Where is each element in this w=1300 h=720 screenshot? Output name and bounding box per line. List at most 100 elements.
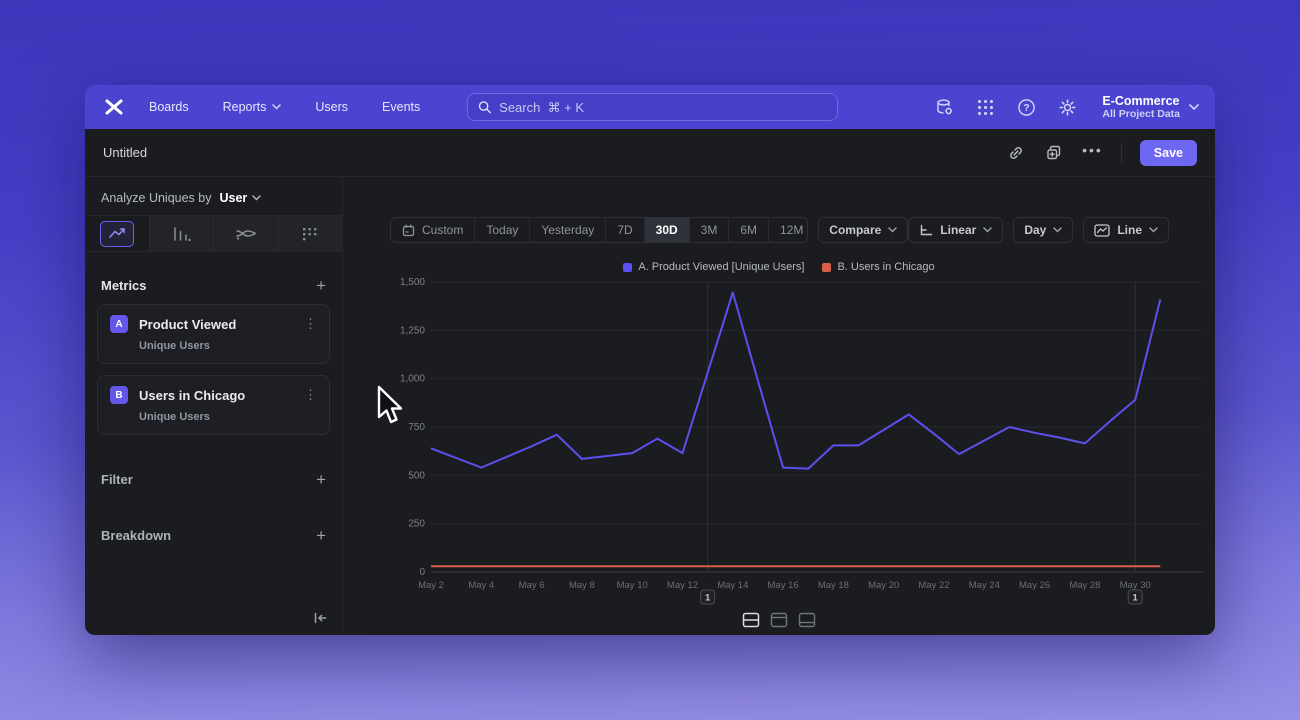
- metric-menu-icon[interactable]: ⋮: [304, 316, 317, 331]
- copy-link-icon[interactable]: [1006, 143, 1026, 163]
- save-button[interactable]: Save: [1139, 139, 1197, 166]
- svg-text:May 24: May 24: [969, 580, 1000, 591]
- nav-item-events[interactable]: Events: [382, 100, 420, 114]
- legend-label: A. Product Viewed [Unique Users]: [638, 261, 805, 273]
- chevron-down-icon: [1053, 227, 1063, 233]
- filter-header-label: Filter: [101, 472, 133, 487]
- legend-swatch: [822, 262, 832, 272]
- query-builder-sidebar: Analyze Uniques by User: [85, 177, 343, 634]
- svg-text:750: 750: [408, 422, 425, 433]
- range-custom[interactable]: Custom: [391, 218, 476, 242]
- metric-menu-icon[interactable]: ⋮: [304, 387, 317, 402]
- range-today[interactable]: Today: [475, 218, 531, 242]
- chart-type-dropdown[interactable]: Line: [1083, 217, 1169, 243]
- visualization-tabs: [85, 215, 342, 252]
- breakdown-section-header: Breakdown +: [85, 525, 342, 545]
- svg-text:1,000: 1,000: [400, 374, 425, 385]
- add-filter-button[interactable]: +: [316, 469, 326, 489]
- legend-swatch: [623, 262, 633, 272]
- mixpanel-logo-icon[interactable]: [101, 94, 127, 120]
- global-search[interactable]: [467, 93, 838, 121]
- svg-text:May 8: May 8: [569, 580, 595, 591]
- collapse-sidebar-icon[interactable]: [312, 611, 328, 625]
- granularity-dropdown[interactable]: Day: [1013, 217, 1074, 243]
- nav-item-reports[interactable]: Reports: [223, 100, 282, 114]
- svg-text:May 30: May 30: [1120, 580, 1151, 591]
- metric-card-b[interactable]: B Users in Chicago ⋮ Unique Users: [97, 375, 330, 435]
- metrics-header-label: Metrics: [101, 278, 147, 293]
- chevron-down-icon: [983, 227, 993, 233]
- nav-item-reports-label: Reports: [222, 100, 267, 114]
- chevron-down-icon: [1149, 227, 1158, 233]
- data-management-icon[interactable]: [934, 97, 954, 117]
- metric-name-b: Users in Chicago: [139, 387, 246, 403]
- viz-tab-bar-chart[interactable]: [150, 216, 214, 251]
- project-switcher[interactable]: E-Commerce All Project Data: [1102, 94, 1199, 120]
- range-7d[interactable]: 7D: [606, 218, 645, 242]
- range-6m[interactable]: 6M: [729, 218, 770, 242]
- svg-text:May 2: May 2: [418, 580, 444, 591]
- report-title[interactable]: Untitled: [103, 145, 148, 160]
- range-yesterday[interactable]: Yesterday: [530, 218, 607, 242]
- breakdown-header-label: Breakdown: [101, 528, 172, 543]
- analyze-by-row: Analyze Uniques by User: [85, 177, 342, 215]
- filter-section-header: Filter +: [85, 469, 342, 489]
- svg-text:May 12: May 12: [667, 580, 698, 591]
- analyze-prefix-label: Analyze Uniques by: [101, 191, 212, 205]
- metric-subtitle-b[interactable]: Unique Users: [139, 411, 210, 423]
- search-icon: [478, 101, 491, 114]
- chevron-down-icon: [888, 227, 898, 233]
- scale-dropdown[interactable]: Linear: [908, 217, 1004, 243]
- svg-text:May 10: May 10: [617, 580, 648, 591]
- range-30d[interactable]: 30D: [644, 218, 690, 242]
- help-icon[interactable]: ?: [1016, 97, 1036, 117]
- svg-text:May 6: May 6: [519, 580, 545, 591]
- compare-dropdown[interactable]: Compare: [818, 217, 909, 243]
- navbar-right-icons: ? E-Commerce All Project Data: [934, 94, 1199, 120]
- svg-text:May 28: May 28: [1069, 580, 1100, 591]
- project-subtitle: All Project Data: [1102, 108, 1180, 120]
- svg-text:250: 250: [408, 519, 425, 530]
- nav-item-events-label: Events: [382, 100, 421, 114]
- nav-item-boards-label: Boards: [149, 100, 189, 114]
- viz-tab-metric[interactable]: [279, 216, 343, 251]
- svg-text:1,500: 1,500: [400, 277, 425, 288]
- nav-item-users[interactable]: Users: [315, 100, 348, 114]
- legend-item[interactable]: B. Users in Chicago: [822, 261, 935, 273]
- legend-item[interactable]: A. Product Viewed [Unique Users]: [623, 261, 804, 273]
- nav-item-users-label: Users: [315, 100, 349, 114]
- layout-header-icon[interactable]: [770, 612, 788, 628]
- metric-card-a[interactable]: A Product Viewed ⋮ Unique Users: [97, 304, 330, 364]
- settings-gear-icon[interactable]: [1057, 97, 1077, 117]
- svg-text:May 22: May 22: [918, 580, 949, 591]
- more-options-icon[interactable]: •••: [1082, 141, 1103, 158]
- apps-grid-icon[interactable]: [975, 97, 995, 117]
- flows-icon: [236, 229, 256, 240]
- bar-chart-icon: [174, 226, 191, 241]
- layout-footer-icon[interactable]: [798, 612, 816, 628]
- search-input[interactable]: [499, 99, 827, 115]
- metric-subtitle-a[interactable]: Unique Users: [139, 340, 210, 352]
- metric-badge-b: B: [110, 386, 128, 404]
- range-12m[interactable]: 12M: [780, 223, 804, 237]
- svg-text:May 26: May 26: [1019, 580, 1050, 591]
- svg-text:500: 500: [408, 470, 425, 481]
- analyze-entity-dropdown[interactable]: User: [219, 191, 262, 205]
- svg-text:0: 0: [419, 567, 425, 578]
- chevron-down-icon: [1189, 103, 1199, 110]
- line-chart[interactable]: 0 250 500 750 1,000 1,250 1,500 1 1 May 2 May 4 May…: [399, 272, 1209, 612]
- viz-tab-line-chart[interactable]: [85, 216, 150, 251]
- svg-text:?: ?: [1023, 103, 1029, 114]
- duplicate-icon[interactable]: [1044, 143, 1064, 163]
- project-name: E-Commerce: [1102, 94, 1180, 108]
- add-breakdown-button[interactable]: +: [316, 525, 326, 545]
- svg-text:1: 1: [705, 593, 711, 604]
- layout-rows-icon[interactable]: [742, 612, 760, 628]
- nav-item-boards[interactable]: Boards: [149, 100, 189, 114]
- add-metric-button[interactable]: +: [316, 275, 326, 295]
- date-range-segmented-control: Custom Today Yesterday 7D 30D 3M 6M 12M: [390, 217, 809, 243]
- range-3m[interactable]: 3M: [690, 218, 730, 242]
- svg-text:May 18: May 18: [818, 580, 849, 591]
- viz-tab-flows[interactable]: [214, 216, 279, 251]
- svg-text:May 14: May 14: [717, 580, 748, 591]
